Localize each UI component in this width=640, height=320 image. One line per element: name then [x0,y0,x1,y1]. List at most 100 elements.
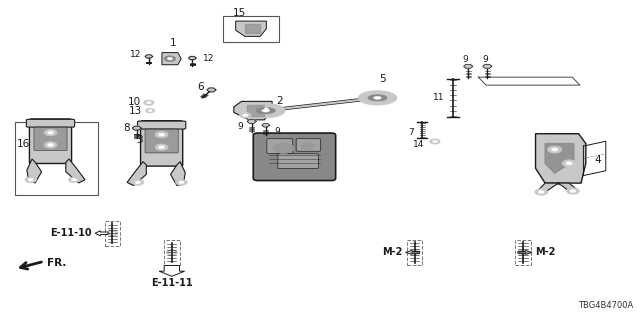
Text: 12: 12 [130,50,141,59]
FancyBboxPatch shape [34,127,67,150]
Text: M-2: M-2 [382,247,403,257]
Circle shape [566,162,572,165]
Bar [515,240,531,265]
Polygon shape [234,101,272,120]
Circle shape [239,112,251,118]
Ellipse shape [262,109,269,112]
Circle shape [72,179,77,181]
Circle shape [156,144,168,150]
FancyBboxPatch shape [26,119,75,127]
Polygon shape [95,231,108,236]
Polygon shape [132,126,141,130]
Text: 1: 1 [170,38,177,49]
Circle shape [107,231,118,236]
Text: 9: 9 [482,55,488,64]
Circle shape [44,142,57,148]
Circle shape [570,189,576,192]
Circle shape [264,108,268,110]
Polygon shape [538,183,559,194]
Circle shape [144,100,154,105]
Text: 10: 10 [128,97,141,107]
Circle shape [148,110,152,112]
Polygon shape [162,52,181,65]
Circle shape [175,180,187,185]
Polygon shape [171,162,185,186]
Bar [105,221,120,246]
FancyBboxPatch shape [145,129,178,153]
Text: E-11-10: E-11-10 [51,228,92,238]
Circle shape [566,188,579,194]
Circle shape [156,132,168,138]
FancyBboxPatch shape [29,119,72,164]
Polygon shape [127,162,147,186]
Text: 7: 7 [408,128,414,137]
Circle shape [147,101,151,104]
Circle shape [132,180,144,185]
Circle shape [430,139,440,144]
Bar [15,122,98,195]
Polygon shape [159,266,184,276]
Polygon shape [536,134,586,183]
Circle shape [68,177,80,183]
Circle shape [110,232,115,235]
Polygon shape [188,56,196,60]
Text: 9: 9 [463,55,468,64]
Text: 3: 3 [136,135,143,145]
FancyBboxPatch shape [253,133,335,180]
Text: 2: 2 [276,96,283,106]
Circle shape [273,143,294,153]
Circle shape [164,56,175,61]
Circle shape [136,181,141,184]
Circle shape [168,57,173,60]
Polygon shape [247,105,264,116]
Circle shape [433,140,437,143]
Circle shape [548,146,562,153]
Text: 8: 8 [123,123,130,133]
Text: FR.: FR. [47,258,66,268]
Ellipse shape [246,104,285,118]
Text: TBG4B4700A: TBG4B4700A [578,301,633,310]
Circle shape [301,143,315,149]
Ellipse shape [368,95,387,101]
Bar [407,240,422,265]
Text: 4: 4 [595,155,601,165]
Text: 6: 6 [197,82,204,92]
Circle shape [562,160,576,167]
Text: 11: 11 [433,93,445,102]
Circle shape [28,179,33,181]
Circle shape [535,189,548,195]
Circle shape [159,146,164,149]
Circle shape [25,177,36,183]
FancyBboxPatch shape [138,121,186,129]
Ellipse shape [358,91,397,105]
Text: 5: 5 [380,74,386,84]
Text: 12: 12 [202,53,214,62]
Polygon shape [245,24,260,33]
Text: 15: 15 [234,8,246,19]
Circle shape [241,32,250,36]
Circle shape [170,251,174,254]
Polygon shape [557,183,576,193]
Text: 16: 16 [17,139,30,149]
Circle shape [47,143,53,146]
Circle shape [254,25,263,29]
Circle shape [159,133,164,136]
Circle shape [146,108,155,113]
Circle shape [521,251,525,254]
Text: E-11-11: E-11-11 [151,278,193,288]
Polygon shape [483,64,492,68]
Polygon shape [464,64,472,68]
FancyBboxPatch shape [296,139,321,151]
Circle shape [44,129,57,136]
Text: 13: 13 [129,106,142,116]
Polygon shape [406,251,420,254]
Circle shape [257,26,260,28]
Text: 14: 14 [413,140,425,148]
Polygon shape [247,119,256,124]
Text: M-2: M-2 [535,247,556,257]
Text: 9: 9 [274,127,280,136]
Polygon shape [545,144,574,173]
Circle shape [179,181,184,184]
Circle shape [47,131,53,134]
Polygon shape [207,88,216,92]
